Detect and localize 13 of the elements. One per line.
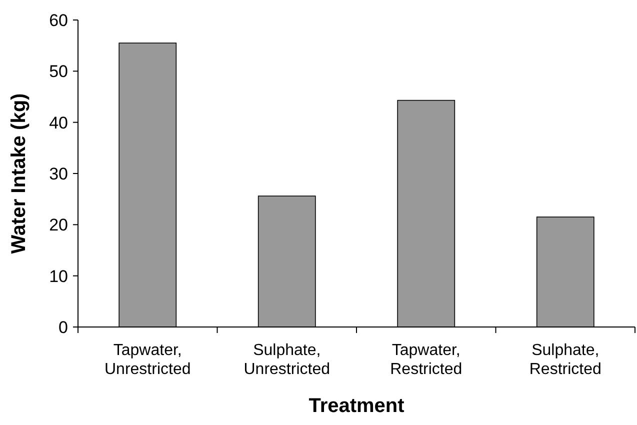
y-tick-label: 40 bbox=[49, 113, 68, 132]
x-tick-label: Sulphate, Restricted bbox=[529, 342, 602, 378]
x-tick-label: Sulphate, Unrestricted bbox=[244, 342, 330, 378]
y-tick-label: 20 bbox=[49, 216, 68, 235]
y-tick-label: 30 bbox=[49, 164, 68, 184]
y-tick-label: 60 bbox=[49, 10, 68, 30]
x-axis-title: Treatment bbox=[308, 395, 405, 417]
y-tick-label: 0 bbox=[58, 318, 68, 337]
y-tick-label: 10 bbox=[49, 266, 68, 286]
y-axis-title: Water Intake (kg) bbox=[8, 93, 30, 254]
x-tick-label: Tapwater, Restricted bbox=[390, 342, 462, 378]
y-tick-label: 50 bbox=[49, 62, 68, 82]
x-tick-label: Tapwater, Unrestricted bbox=[104, 342, 191, 378]
